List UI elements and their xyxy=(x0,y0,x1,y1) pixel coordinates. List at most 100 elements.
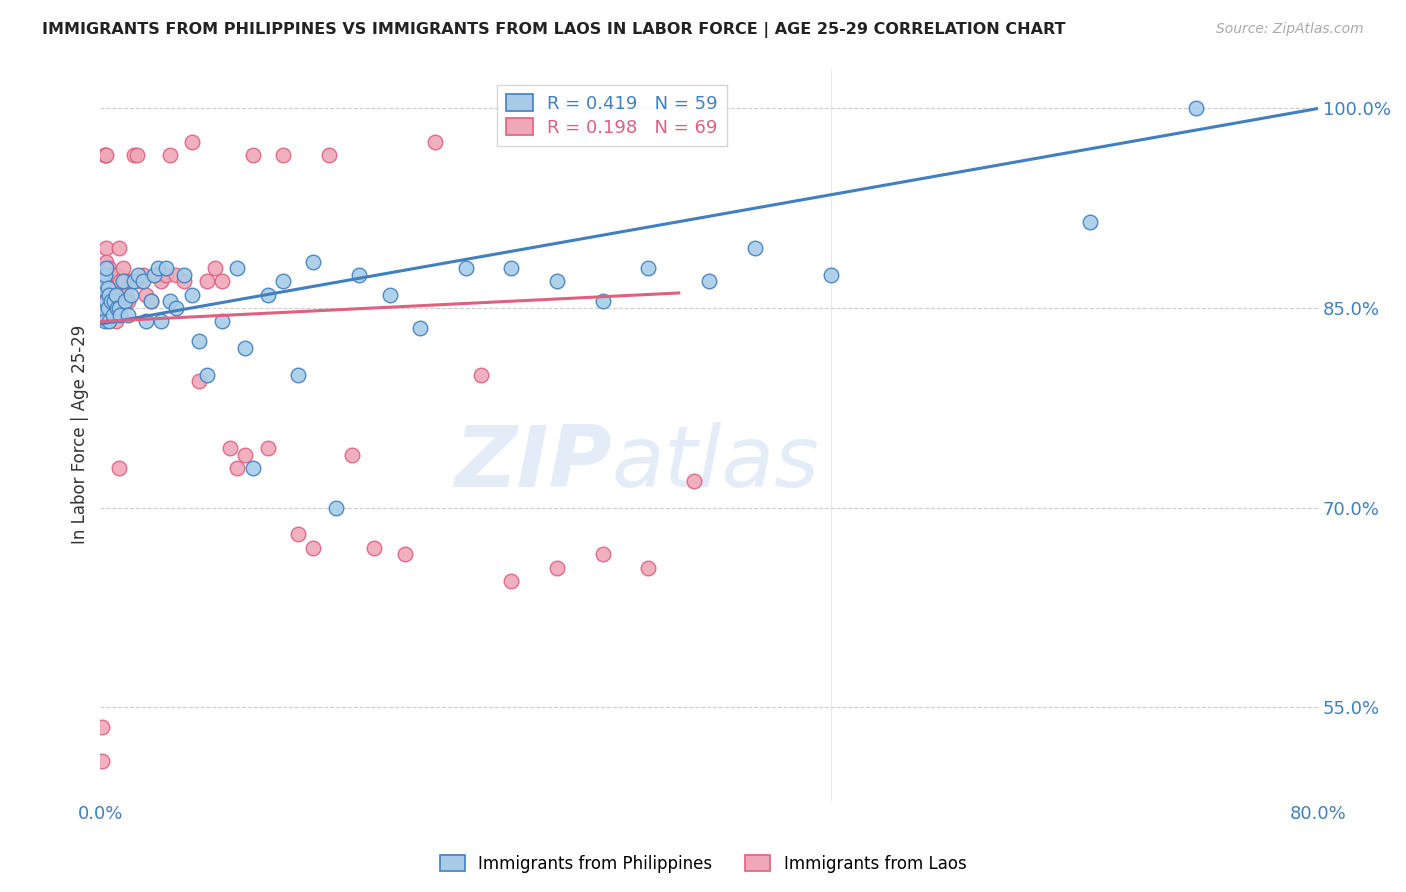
Point xyxy=(592,547,614,561)
Point xyxy=(637,261,659,276)
Point xyxy=(142,268,165,282)
Legend: Immigrants from Philippines, Immigrants from Laos: Immigrants from Philippines, Immigrants … xyxy=(433,848,973,880)
Point xyxy=(114,294,136,309)
Point xyxy=(94,148,117,162)
Point xyxy=(159,148,181,162)
Point xyxy=(302,541,325,555)
Point xyxy=(98,261,121,276)
Text: ZIP: ZIP xyxy=(454,422,612,506)
Point xyxy=(242,148,264,162)
Point xyxy=(111,287,134,301)
Point xyxy=(129,275,152,289)
Point xyxy=(94,148,117,162)
Point xyxy=(363,541,385,555)
Point xyxy=(93,301,115,315)
Point xyxy=(340,448,363,462)
Point xyxy=(104,287,127,301)
Point xyxy=(103,287,125,301)
Point xyxy=(93,294,115,309)
Point xyxy=(233,341,256,355)
Point xyxy=(90,281,112,295)
Point xyxy=(287,368,309,382)
Point xyxy=(180,135,202,149)
Point xyxy=(256,287,278,301)
Point xyxy=(820,268,842,282)
Point xyxy=(546,560,568,574)
Point xyxy=(100,294,122,309)
Point xyxy=(101,308,124,322)
Point xyxy=(287,527,309,541)
Point xyxy=(98,287,121,301)
Point xyxy=(120,275,142,289)
Point xyxy=(159,294,181,309)
Point xyxy=(1078,214,1101,228)
Point xyxy=(94,314,117,328)
Point xyxy=(103,294,125,309)
Point xyxy=(501,574,523,588)
Point xyxy=(96,261,118,276)
Point xyxy=(97,268,120,282)
Point xyxy=(394,547,416,561)
Point xyxy=(173,268,195,282)
Point xyxy=(683,474,706,488)
Point xyxy=(148,261,170,276)
Point xyxy=(122,148,145,162)
Point xyxy=(117,294,139,309)
Point xyxy=(96,148,118,162)
Point xyxy=(378,287,401,301)
Point xyxy=(271,275,294,289)
Point xyxy=(226,261,249,276)
Point xyxy=(195,368,218,382)
Point xyxy=(107,460,129,475)
Point xyxy=(98,287,121,301)
Point xyxy=(454,261,477,276)
Point xyxy=(211,275,233,289)
Point xyxy=(325,500,347,515)
Point xyxy=(93,275,115,289)
Point xyxy=(105,301,128,315)
Point xyxy=(101,268,124,282)
Point xyxy=(188,374,211,388)
Point xyxy=(112,261,135,276)
Point xyxy=(90,754,112,768)
Point xyxy=(637,560,659,574)
Point xyxy=(204,261,226,276)
Point xyxy=(122,275,145,289)
Point xyxy=(96,241,118,255)
Point xyxy=(107,301,129,315)
Point xyxy=(107,241,129,255)
Point xyxy=(302,254,325,268)
Point xyxy=(120,287,142,301)
Point xyxy=(256,441,278,455)
Point xyxy=(139,294,162,309)
Point xyxy=(188,334,211,349)
Point xyxy=(233,448,256,462)
Point xyxy=(173,275,195,289)
Point xyxy=(93,275,115,289)
Point xyxy=(94,294,117,309)
Point xyxy=(103,294,125,309)
Point xyxy=(139,294,162,309)
Point xyxy=(135,314,157,328)
Point xyxy=(115,287,138,301)
Point xyxy=(218,441,240,455)
Point xyxy=(409,321,432,335)
Point xyxy=(104,314,127,328)
Point xyxy=(94,268,117,282)
Point xyxy=(150,314,173,328)
Text: atlas: atlas xyxy=(612,422,820,506)
Point xyxy=(592,294,614,309)
Point xyxy=(100,268,122,282)
Point xyxy=(150,275,173,289)
Point xyxy=(1185,102,1208,116)
Point xyxy=(98,314,121,328)
Point xyxy=(104,281,127,295)
Point xyxy=(211,314,233,328)
Point xyxy=(425,135,447,149)
Point xyxy=(135,287,157,301)
Text: Source: ZipAtlas.com: Source: ZipAtlas.com xyxy=(1216,22,1364,37)
Point xyxy=(546,275,568,289)
Point xyxy=(114,275,136,289)
Point xyxy=(318,148,340,162)
Text: IMMIGRANTS FROM PHILIPPINES VS IMMIGRANTS FROM LAOS IN LABOR FORCE | AGE 25-29 C: IMMIGRANTS FROM PHILIPPINES VS IMMIGRANT… xyxy=(42,22,1066,38)
